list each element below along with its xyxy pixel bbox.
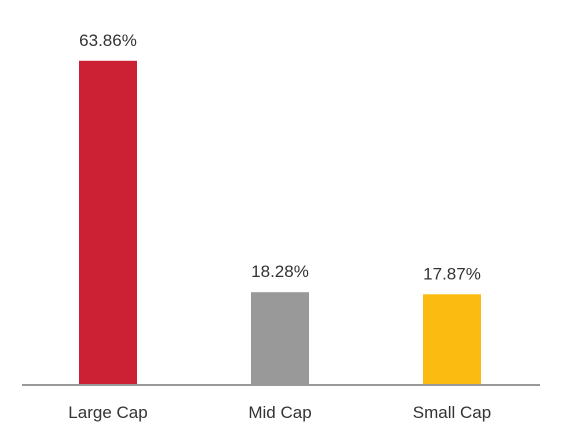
bar-small-cap — [423, 294, 481, 385]
tick-label-large-cap: Large Cap — [68, 403, 147, 422]
data-label-mid-cap: 18.28% — [251, 262, 309, 281]
data-label-large-cap: 63.86% — [79, 31, 137, 50]
tick-labels-group: Large Cap Mid Cap Small Cap — [68, 403, 491, 422]
tick-label-small-cap: Small Cap — [413, 403, 491, 422]
data-labels-group: 63.86% 18.28% 17.87% — [79, 31, 481, 283]
bar-large-cap — [79, 60, 137, 386]
bar-mid-cap — [251, 292, 309, 385]
tick-label-mid-cap: Mid Cap — [248, 403, 311, 422]
bars-group — [79, 60, 481, 386]
data-label-small-cap: 17.87% — [423, 264, 481, 283]
